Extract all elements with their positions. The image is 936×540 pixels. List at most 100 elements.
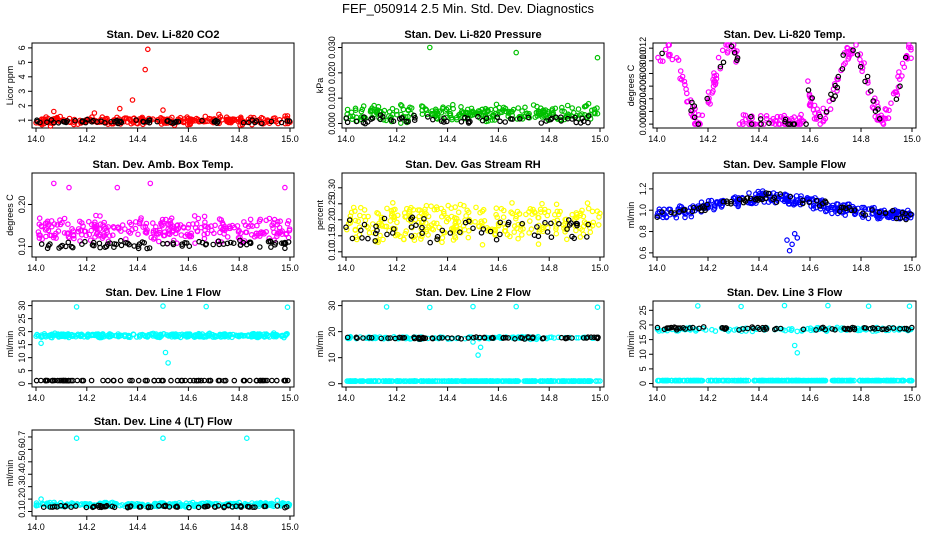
data-point [117, 105, 123, 112]
data-point [844, 45, 851, 52]
data-point [822, 198, 829, 205]
data-point [711, 79, 717, 86]
data-point [473, 334, 480, 340]
data-point [39, 333, 45, 340]
data-point [478, 218, 485, 225]
data-point [427, 239, 434, 246]
data-point [862, 206, 869, 212]
data-point [230, 331, 236, 338]
data-point [548, 220, 554, 227]
data-point [465, 120, 472, 126]
data-point [116, 332, 122, 339]
data-point [529, 378, 535, 384]
data-point [465, 234, 472, 241]
data-point [893, 96, 900, 103]
data-point [378, 335, 385, 342]
data-point [385, 335, 391, 341]
x-tick-label: 14.2 [388, 263, 406, 273]
data-point [791, 342, 798, 349]
data-point [696, 325, 702, 332]
data-point [265, 238, 272, 245]
data-point [219, 333, 226, 340]
data-point [784, 237, 790, 243]
x-tick-label: 14.4 [129, 134, 147, 144]
data-point [830, 377, 837, 384]
data-point [748, 121, 755, 127]
data-point [33, 333, 39, 340]
data-point [527, 378, 533, 384]
plot-frame [652, 42, 917, 129]
data-point [850, 47, 856, 54]
data-point [268, 118, 275, 125]
data-point [721, 377, 727, 384]
chart-panel: Stan. Dev. Gas Stream RH 14.0 14.2 14.4 14.6… [315, 159, 609, 273]
data-point [794, 235, 801, 241]
data-point [559, 108, 565, 114]
data-point [862, 212, 869, 218]
data-point [723, 42, 729, 48]
data-point [128, 120, 135, 127]
data-point [186, 232, 192, 239]
data-point [282, 245, 288, 252]
data-point [429, 335, 436, 341]
y-tick-label: 25 [638, 305, 648, 315]
data-point [754, 195, 760, 202]
x-tick-label: 14.8 [852, 134, 870, 144]
data-point [566, 222, 573, 228]
data-point [509, 210, 516, 217]
data-point [699, 112, 706, 119]
data-point [758, 121, 764, 127]
data-point [402, 230, 409, 237]
data-point [154, 118, 161, 125]
y-axis-label: ml/min [5, 331, 15, 358]
x-tick-label: 15.0 [591, 263, 609, 273]
data-point [344, 106, 351, 113]
data-point [502, 105, 509, 112]
data-point [525, 114, 532, 121]
y-tick-label: 0.012 [638, 37, 648, 60]
y-tick-label: 15 [17, 340, 27, 350]
data-point [893, 89, 900, 96]
data-point [876, 116, 883, 122]
data-point [418, 103, 425, 109]
data-point [409, 378, 416, 384]
data-point [497, 219, 504, 226]
data-point [100, 233, 107, 240]
data-point [65, 332, 71, 339]
data-point [659, 58, 666, 65]
data-point [38, 496, 44, 502]
data-point [144, 227, 150, 233]
data-point [738, 303, 744, 310]
chart-panel: Stan. Dev. Line 3 Flow 14.0 14.2 14.4 14.6 14… [626, 287, 921, 403]
data-point [439, 335, 446, 341]
data-point [114, 117, 120, 124]
data-point [146, 119, 153, 126]
data-point [276, 228, 282, 235]
data-point [899, 209, 906, 216]
x-tick-label: 14.0 [648, 263, 666, 273]
data-point [575, 106, 582, 112]
chart-title: Stan. Dev. Line 3 Flow [727, 287, 843, 299]
data-point [539, 200, 545, 207]
data-point [349, 235, 356, 242]
x-tick-label: 14.4 [750, 263, 768, 273]
data-point [148, 234, 155, 241]
data-point [476, 378, 483, 384]
data-point [372, 238, 379, 244]
data-point [847, 51, 853, 58]
data-point [806, 199, 813, 206]
data-point [724, 49, 731, 56]
data-point [883, 107, 890, 113]
data-point [188, 116, 194, 123]
data-point [519, 335, 526, 341]
data-point [798, 193, 804, 199]
data-point [439, 235, 446, 241]
data-point [785, 201, 792, 207]
data-point [175, 119, 182, 125]
data-point [788, 327, 795, 334]
data-point [579, 207, 585, 214]
y-tick-label: 0.6 [638, 247, 648, 260]
y-tick-label: 0.15 [327, 227, 337, 245]
y-tick-label: 0.008 [638, 62, 648, 85]
x-tick-label: 14.6 [801, 263, 819, 273]
